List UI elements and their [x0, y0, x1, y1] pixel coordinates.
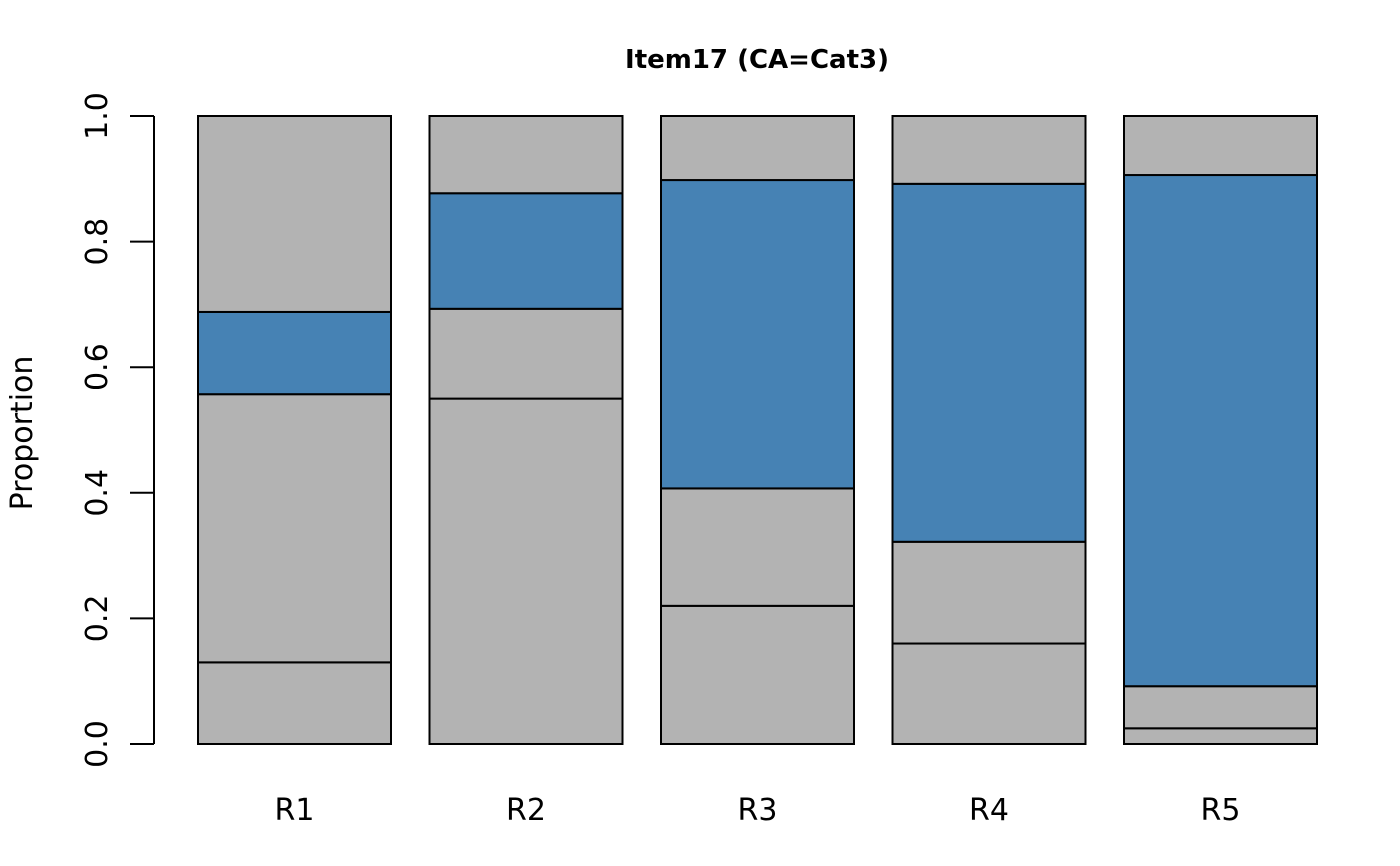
bar-segment	[428, 307, 624, 400]
y-axis-label: Proportion	[5, 356, 40, 511]
bar-segment	[891, 540, 1087, 645]
y-tick-label: 1.0	[80, 92, 115, 140]
x-tick-label: R4	[969, 793, 1009, 828]
x-tick-label: R5	[1201, 793, 1241, 828]
bar-segment-correct	[197, 310, 392, 396]
x-tick-label: R1	[275, 793, 315, 828]
bar-segment-correct	[891, 182, 1087, 543]
y-tick-label: 0.6	[80, 343, 115, 391]
y-axis: 0.0 0.2 0.4 0.6 0.8 1.0	[80, 92, 155, 768]
y-tick-label: 0.2	[80, 595, 115, 643]
bar-R5	[1123, 115, 1318, 745]
bar-segment-correct	[1123, 174, 1318, 688]
bar-R1	[197, 115, 392, 745]
x-axis-ticks: R1 R2 R3 R4 R5	[275, 793, 1241, 828]
bar-segment	[660, 115, 855, 182]
y-tick-label: 0.8	[80, 218, 115, 266]
bar-segment	[197, 661, 392, 745]
bar-segment	[891, 642, 1087, 746]
bar-segment	[660, 604, 855, 746]
bar-segment	[197, 115, 392, 313]
x-tick-label: R3	[738, 793, 778, 828]
bar-segment	[660, 487, 855, 607]
chart-title: Item17 (CA=Cat3)	[625, 45, 889, 75]
bar-segment-correct	[660, 179, 855, 490]
y-tick-label: 0.0	[80, 720, 115, 768]
bar-segment	[1123, 115, 1318, 177]
x-tick-label: R2	[506, 793, 546, 828]
bar-segment	[1123, 727, 1318, 745]
bar-segment	[197, 393, 392, 664]
y-tick-label: 0.4	[80, 469, 115, 517]
bar-R3	[660, 115, 855, 746]
bar-R4	[891, 115, 1087, 746]
bar-segment	[428, 115, 624, 195]
bar-segment	[428, 397, 624, 745]
bar-R2	[428, 115, 624, 745]
bar-segment-correct	[428, 192, 624, 310]
bars	[197, 115, 1318, 746]
bar-segment	[891, 115, 1087, 185]
bar-segment	[1123, 685, 1318, 730]
